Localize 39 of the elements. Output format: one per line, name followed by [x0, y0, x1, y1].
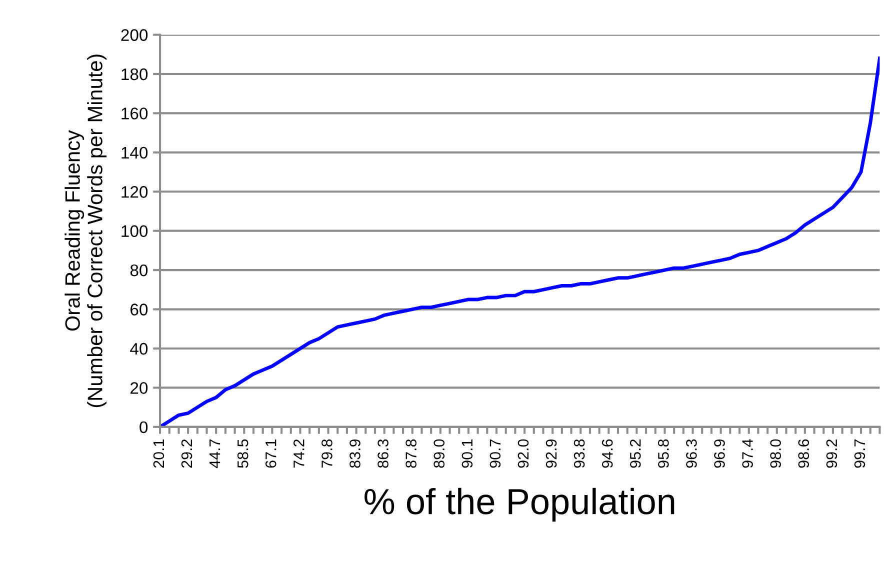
x-tick-label: 96.3 — [686, 439, 697, 468]
y-axis-title: Oral Reading Fluency (Number of Correct Words per Minute) — [64, 54, 107, 408]
y-tick-label: 0 — [140, 421, 148, 434]
x-tick-label: 93.8 — [574, 439, 585, 468]
y-tick-label: 20 — [130, 382, 148, 394]
x-tick-label: 98.0 — [770, 439, 781, 468]
x-tick-label: 95.8 — [658, 439, 669, 468]
x-tick-label: 58.5 — [237, 439, 248, 468]
y-tick-label: 80 — [130, 264, 148, 276]
x-axis-title: % of the Population — [364, 488, 674, 522]
x-tick-label: 83.9 — [350, 439, 360, 468]
x-tick-label: 89.0 — [434, 439, 445, 468]
x-tick-label: 44.7 — [210, 439, 220, 468]
y-tick-label: 180 — [122, 68, 148, 80]
y-tick-label: 100 — [122, 225, 148, 238]
x-tick-label: 90.1 — [462, 439, 473, 468]
x-tick-label: 92.0 — [518, 439, 529, 468]
x-tick-label: 99.7 — [854, 439, 866, 468]
x-tick-label: 90.7 — [490, 439, 501, 468]
x-tick-label: 99.2 — [826, 439, 838, 468]
y-tick-label: 200 — [121, 29, 148, 41]
x-tick-label: 94.6 — [602, 439, 613, 468]
y-tick-label: 140 — [122, 146, 148, 159]
y-tick-label: 120 — [122, 186, 148, 198]
x-tick-label: 98.6 — [798, 439, 810, 468]
x-tick-label: 79.8 — [322, 439, 332, 468]
x-tick-label: 74.2 — [294, 439, 304, 468]
x-tick-label: 29.2 — [181, 439, 192, 468]
x-tick-label: 20.1 — [153, 439, 164, 468]
x-tick-label: 95.2 — [630, 439, 641, 468]
y-tick-label: 60 — [130, 304, 148, 316]
x-tick-label: 86.3 — [378, 439, 388, 468]
x-tick-label: 87.8 — [406, 439, 416, 468]
x-tick-label: 67.1 — [265, 439, 276, 468]
y-tick-label: 40 — [130, 342, 148, 355]
x-tick-label: 97.4 — [742, 439, 753, 468]
x-tick-label: 92.9 — [546, 439, 557, 468]
x-tick-label: 96.9 — [714, 439, 725, 468]
y-tick-label: 160 — [122, 108, 148, 120]
